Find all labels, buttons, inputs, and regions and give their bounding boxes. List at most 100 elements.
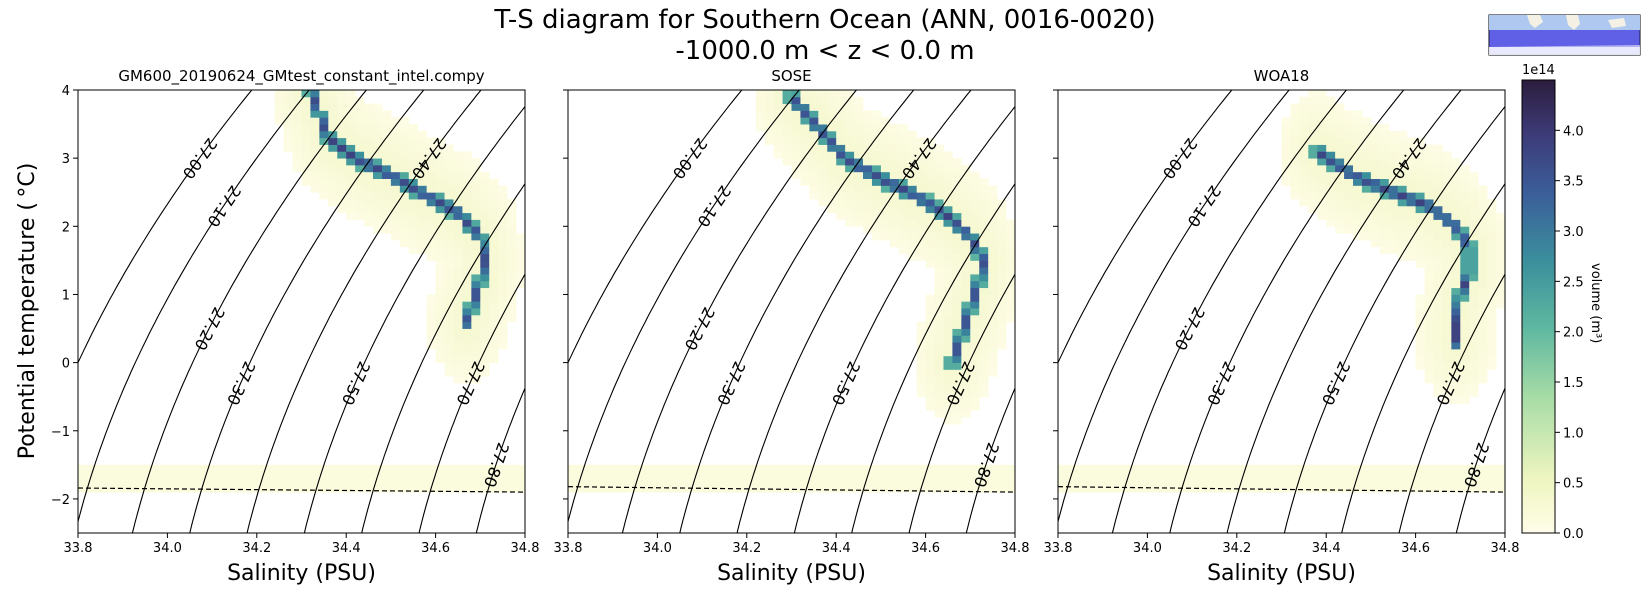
heatmap-cell bbox=[1433, 308, 1443, 316]
heatmap-cell bbox=[426, 212, 436, 220]
heatmap-cell bbox=[444, 314, 454, 323]
heatmap-cell bbox=[310, 178, 320, 186]
heatmap-cell bbox=[1469, 478, 1479, 486]
heatmap-cell bbox=[399, 185, 410, 193]
heatmap-cell bbox=[863, 185, 873, 193]
heatmap-cell bbox=[489, 212, 499, 220]
heatmap-cell bbox=[585, 471, 596, 479]
heatmap-cell bbox=[489, 260, 499, 268]
heatmap-cell bbox=[1460, 185, 1470, 193]
heatmap-cell bbox=[916, 233, 926, 241]
heatmap-cell bbox=[1361, 124, 1372, 132]
heatmap-cell bbox=[399, 144, 410, 152]
heatmap-cell bbox=[381, 164, 392, 173]
heatmap-cell bbox=[1361, 151, 1372, 159]
heatmap-cell bbox=[462, 485, 472, 493]
heatmap-cell bbox=[1487, 342, 1497, 350]
contour-line bbox=[965, 386, 1015, 533]
heatmap-cell bbox=[480, 294, 490, 302]
heatmap-cell bbox=[1478, 369, 1488, 377]
heatmap-cell bbox=[889, 212, 900, 220]
heatmap-cell bbox=[426, 308, 436, 316]
heatmap-cell bbox=[399, 164, 410, 173]
heatmap-cell bbox=[1326, 124, 1336, 132]
heatmap-cell bbox=[1397, 205, 1408, 214]
heatmap-cell bbox=[1165, 471, 1175, 479]
heatmap-cell bbox=[301, 117, 311, 125]
heatmap-cell bbox=[809, 117, 819, 125]
heatmap-cell bbox=[934, 383, 944, 391]
heatmap-cell bbox=[1433, 485, 1443, 493]
heatmap-cell bbox=[943, 185, 953, 193]
heatmap-cell bbox=[1361, 478, 1372, 486]
heatmap-cell bbox=[845, 158, 855, 166]
heatmap-cell bbox=[301, 110, 311, 118]
heatmap-cell bbox=[337, 90, 347, 98]
density-contours bbox=[568, 90, 1015, 533]
heatmap-cell bbox=[301, 171, 311, 179]
heatmap-cell bbox=[435, 246, 445, 254]
heatmap-cell bbox=[1487, 478, 1497, 486]
heatmap-cell bbox=[444, 348, 454, 357]
heatmap-cell bbox=[934, 287, 944, 295]
heatmap-cell bbox=[979, 376, 989, 384]
heatmap-cell bbox=[1451, 185, 1461, 193]
heatmap-cell bbox=[970, 314, 980, 323]
heatmap-cell bbox=[854, 151, 864, 159]
heatmap-cell bbox=[1469, 321, 1479, 329]
heatmap-cell bbox=[800, 137, 810, 145]
heatmap-cell bbox=[283, 96, 293, 105]
heatmap-cell bbox=[970, 383, 980, 391]
heatmap-cell bbox=[274, 90, 285, 98]
heatmap-cell bbox=[212, 464, 222, 473]
heatmap-cell bbox=[934, 171, 944, 179]
heatmap-cell bbox=[845, 110, 855, 118]
heatmap-cell bbox=[507, 226, 517, 234]
heatmap-cell bbox=[907, 253, 918, 261]
heatmap-cell bbox=[916, 226, 926, 234]
heatmap-cell bbox=[1478, 239, 1488, 248]
heatmap-cell bbox=[889, 164, 900, 173]
heatmap-cell bbox=[1487, 212, 1497, 220]
heatmap-cell bbox=[880, 233, 891, 241]
heatmap-cell bbox=[355, 171, 365, 179]
heatmap-cell bbox=[390, 478, 401, 486]
heatmap-cell bbox=[462, 348, 472, 357]
heatmap-cell bbox=[471, 178, 481, 186]
heatmap-cell bbox=[854, 192, 864, 200]
heatmap-cell bbox=[845, 130, 855, 139]
heatmap-cell bbox=[925, 219, 935, 227]
heatmap-cell bbox=[1370, 233, 1381, 241]
heatmap-cell bbox=[1415, 171, 1425, 179]
heatmap-cell bbox=[925, 260, 935, 268]
heatmap-cell bbox=[988, 260, 998, 268]
heatmap-cell bbox=[630, 478, 640, 486]
heatmap-cell bbox=[979, 369, 989, 377]
heatmap-cell bbox=[1379, 471, 1390, 479]
heatmap-cell bbox=[1442, 260, 1452, 268]
heatmap-cell bbox=[453, 294, 463, 302]
heatmap-cell bbox=[319, 471, 329, 479]
heatmap-cell bbox=[1290, 485, 1300, 493]
heatmap-cell bbox=[1469, 355, 1479, 364]
heatmap-cell bbox=[1370, 199, 1381, 207]
heatmap-cell bbox=[1299, 117, 1309, 125]
heatmap-cell bbox=[417, 137, 428, 145]
heatmap-cell bbox=[1451, 192, 1461, 200]
heatmap-cell bbox=[863, 205, 873, 214]
heatmap-cell bbox=[925, 178, 935, 186]
heatmap-cell bbox=[1388, 233, 1399, 241]
heatmap-cell bbox=[621, 478, 631, 486]
heatmap-cell bbox=[498, 185, 508, 193]
heatmap-cell bbox=[1344, 144, 1354, 152]
heatmap-cell bbox=[1433, 294, 1443, 302]
heatmap-cell bbox=[1299, 137, 1309, 145]
heatmap-cell bbox=[1460, 260, 1470, 268]
heatmap-cell bbox=[1201, 471, 1211, 479]
heatmap-cell bbox=[988, 246, 998, 254]
heatmap-cell bbox=[1308, 158, 1318, 166]
heatmap-cell bbox=[167, 464, 177, 473]
heatmap-cell bbox=[934, 226, 944, 234]
heatmap-cell bbox=[755, 96, 766, 105]
heatmap-cell bbox=[444, 301, 454, 309]
